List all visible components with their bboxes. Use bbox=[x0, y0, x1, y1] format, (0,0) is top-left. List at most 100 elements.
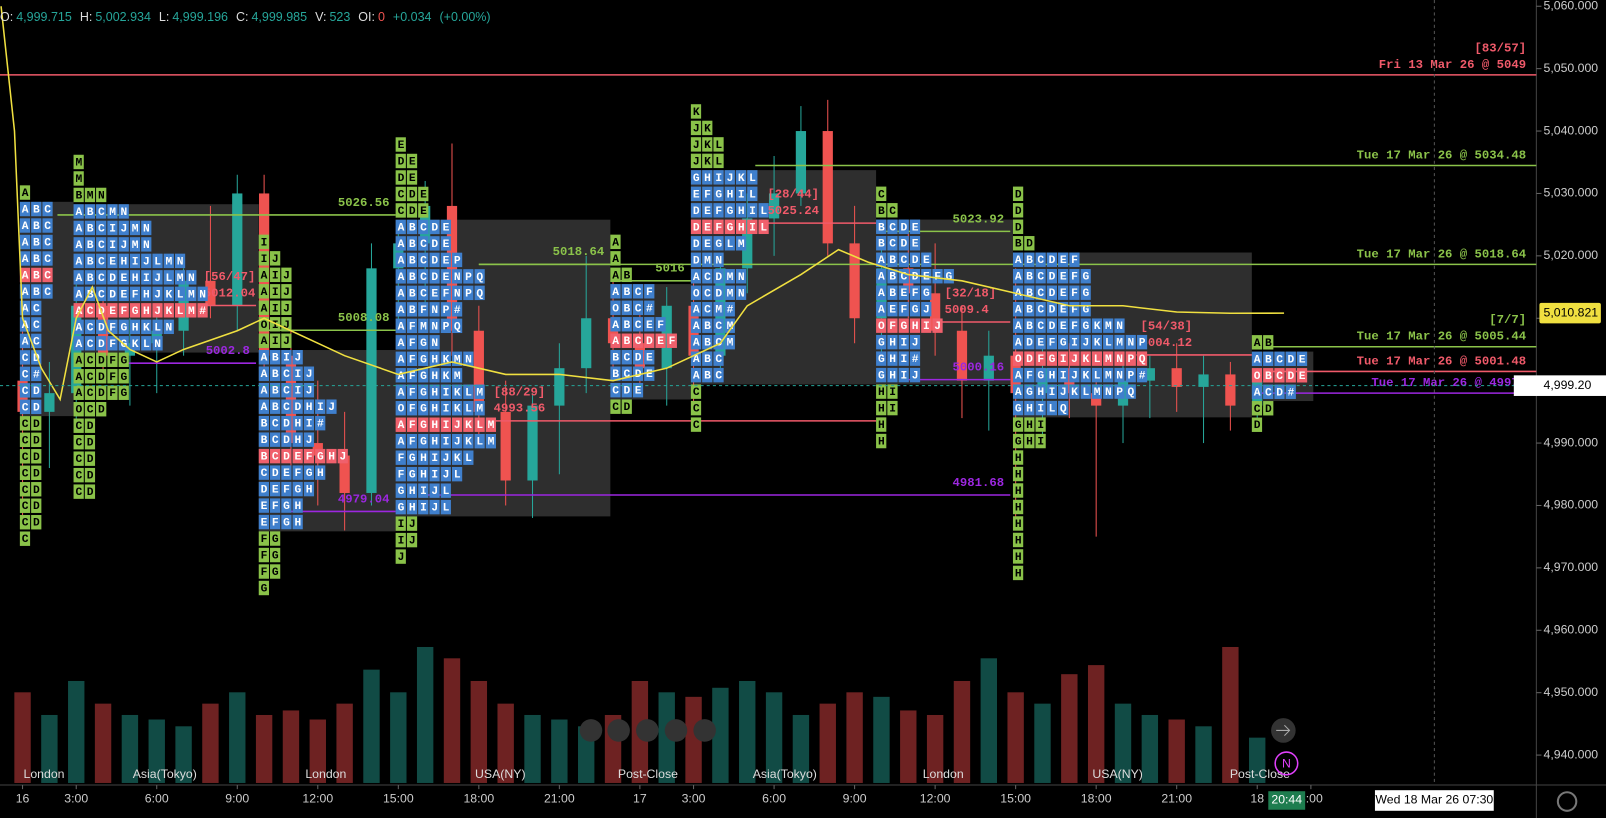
tpo-cell bbox=[281, 432, 292, 447]
tpo-letters: CDEFGH bbox=[261, 468, 329, 480]
zoom-out-button[interactable] bbox=[607, 719, 630, 742]
tpo-cell bbox=[1069, 384, 1080, 399]
tpo-cell bbox=[270, 300, 281, 315]
tpo-cell bbox=[429, 450, 440, 465]
candle-body bbox=[446, 205, 458, 331]
tpo-letters: H bbox=[1015, 568, 1026, 580]
tpo-cell bbox=[943, 269, 954, 284]
tpo-cell bbox=[1012, 483, 1024, 498]
tpo-cell bbox=[281, 399, 292, 414]
tpo-cell bbox=[84, 434, 96, 450]
tpo-cell bbox=[1251, 401, 1263, 416]
ohlc-label: OI: bbox=[358, 10, 375, 24]
tpo-cell bbox=[406, 153, 418, 169]
tpo-cell bbox=[463, 384, 474, 399]
reset-button[interactable] bbox=[636, 719, 659, 742]
tpo-cell bbox=[270, 448, 281, 464]
tpo-cell bbox=[19, 515, 31, 530]
tpo-cell bbox=[1080, 301, 1091, 317]
tpo-letters: BCDEFGHJ bbox=[261, 452, 351, 464]
tpo-letters: HI bbox=[878, 387, 901, 399]
tpo-letters: CD bbox=[75, 421, 98, 433]
tpo-letters: EFGH bbox=[261, 501, 306, 513]
tpo-letters: BCDE bbox=[612, 353, 657, 365]
tpo-cell bbox=[1125, 351, 1136, 366]
x-tick-label: 3:00 bbox=[64, 792, 88, 806]
tpo-cell bbox=[1012, 334, 1024, 350]
tpo-cell bbox=[702, 186, 713, 202]
tpo-cell bbox=[1069, 269, 1080, 284]
tpo-cell bbox=[118, 369, 129, 384]
tpo-cell bbox=[292, 382, 303, 398]
session-label: USA(NY) bbox=[1092, 767, 1142, 781]
tpo-cell bbox=[690, 417, 702, 432]
x-tick-label: 16 bbox=[16, 792, 30, 806]
tpo-cell bbox=[197, 303, 208, 318]
tpo-cell bbox=[713, 170, 724, 185]
tpo-cell bbox=[73, 253, 84, 269]
tpo-cell bbox=[73, 204, 84, 219]
tpo-cell bbox=[141, 286, 152, 302]
tpo-cell bbox=[84, 286, 96, 302]
tpo-cell bbox=[73, 220, 84, 236]
tpo-letters: D bbox=[1254, 420, 1265, 432]
tpo-cell bbox=[84, 253, 96, 269]
tpo-letters: ACDFG bbox=[75, 388, 131, 400]
tpo-cell bbox=[31, 234, 42, 250]
tpo-cell bbox=[429, 252, 440, 268]
tpo-cell bbox=[129, 303, 141, 318]
tpo-cell bbox=[876, 301, 887, 317]
tpo-cell bbox=[1012, 318, 1024, 333]
tpo-cell bbox=[1058, 285, 1069, 300]
scroll-right-button[interactable] bbox=[693, 719, 716, 742]
y-tick-label: 4,960.000 bbox=[1544, 623, 1599, 637]
tpo-cell bbox=[702, 269, 713, 284]
volume-bar bbox=[926, 714, 944, 783]
tpo-cell bbox=[690, 186, 702, 202]
tpo-cell bbox=[270, 267, 281, 283]
settings-button[interactable] bbox=[1556, 791, 1578, 812]
tpo-cell bbox=[31, 251, 42, 266]
zoom-in-button[interactable] bbox=[664, 719, 688, 742]
tpo-cell bbox=[118, 385, 129, 400]
tpo-cell bbox=[451, 351, 463, 366]
tpo-cell bbox=[281, 267, 292, 283]
tpo-letters: AFGHIJKLMNP# bbox=[1015, 371, 1150, 383]
scroll-left-button[interactable] bbox=[579, 719, 603, 742]
tpo-letters: ABCM bbox=[693, 321, 738, 333]
volume-bar bbox=[148, 719, 165, 783]
tpo-cell bbox=[418, 236, 429, 251]
ohlc-label: L: bbox=[158, 10, 170, 24]
tpo-cell bbox=[395, 219, 406, 235]
tpo-letters: IJ bbox=[398, 519, 421, 531]
tpo-cell bbox=[406, 318, 418, 334]
session-label: USA(NY) bbox=[475, 767, 525, 781]
tpo-cell bbox=[735, 285, 747, 300]
tpo-cell bbox=[418, 302, 429, 317]
tpo-cell bbox=[1285, 351, 1296, 367]
tpo-letters: ACDFG bbox=[75, 355, 131, 367]
tpo-cell bbox=[1091, 334, 1103, 350]
tpo-cell bbox=[84, 369, 96, 384]
tpo-letters: OFGHIKLM bbox=[398, 404, 488, 416]
tpo-cell bbox=[690, 236, 702, 251]
tpo-letters: CD bbox=[75, 471, 98, 483]
tpo-cell bbox=[258, 481, 269, 497]
tpo-cell bbox=[1263, 384, 1274, 399]
tpo-cell bbox=[96, 319, 107, 335]
tpo-letters: ABC bbox=[22, 237, 56, 249]
tpo-letters: AFGHIJKLM bbox=[398, 420, 499, 432]
tpo-cell bbox=[1136, 351, 1148, 366]
tpo-cell bbox=[258, 267, 269, 283]
volume-bar bbox=[1034, 703, 1051, 783]
tpo-cell bbox=[610, 382, 621, 398]
change-percent: (+0.00%) bbox=[439, 10, 491, 24]
tpo-cell bbox=[326, 448, 337, 464]
tpo-cell bbox=[713, 137, 724, 152]
tpo-letters: BMN bbox=[75, 190, 109, 202]
tpo-letters: H bbox=[1015, 486, 1026, 498]
tpo-cell bbox=[644, 284, 655, 299]
session-label: Asia(Tokyo) bbox=[753, 767, 817, 781]
y-tick-label: 5,050.000 bbox=[1544, 61, 1599, 75]
